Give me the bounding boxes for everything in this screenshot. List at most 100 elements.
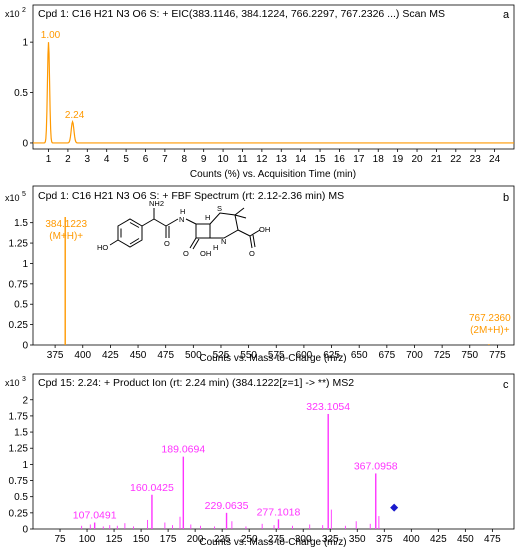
panel-a-ytick-label: 1 bbox=[22, 38, 28, 49]
panel-b-xtick-label: 450 bbox=[130, 350, 147, 361]
panel-b-ytick-label: 1.25 bbox=[9, 239, 29, 250]
panel-c-xtick-label: 475 bbox=[484, 534, 501, 545]
atom-n-ring: N bbox=[221, 237, 226, 246]
panel-a-peak-label: 1.00 bbox=[41, 30, 61, 41]
panel-b-xtick-label: 625 bbox=[323, 350, 340, 361]
panel-c-letter: c bbox=[503, 379, 509, 391]
panel-b-ytick-label: 0.75 bbox=[9, 279, 29, 290]
panel-b-ytick-label: 1.5 bbox=[14, 218, 28, 229]
panel-c-exponent-base: x10 bbox=[5, 378, 20, 388]
panel-a-frame bbox=[32, 4, 515, 150]
chemical-structure bbox=[109, 207, 261, 250]
panel-c-xtick-label: 250 bbox=[241, 534, 258, 545]
atom-o-acid: O bbox=[249, 249, 255, 258]
panel-a-xtick-label: 22 bbox=[450, 154, 462, 165]
atom-o-amide: O bbox=[164, 239, 170, 248]
atom-o-lactam: O bbox=[183, 249, 189, 258]
panel-b-frame bbox=[32, 185, 515, 346]
panel-c-ytick-label: 1.25 bbox=[9, 444, 29, 455]
panel-c-peak-label: 323.1054 bbox=[306, 401, 350, 413]
panel-c-peak-label: 107.0491 bbox=[73, 510, 117, 522]
panel-a-xtick-label: 20 bbox=[411, 154, 423, 165]
panel-b-xlabel: Counts vs. Mass-to-Charge (m/z) bbox=[199, 353, 346, 364]
panel-a-xlabel: Counts (%) vs. Acquisition Time (min) bbox=[190, 169, 356, 180]
panel-b-letter: b bbox=[503, 192, 509, 204]
panel-a-xtick-label: 15 bbox=[314, 154, 326, 165]
panel-a-ytick-label: 0.5 bbox=[14, 88, 28, 99]
panel-c-xtick-label: 100 bbox=[79, 534, 96, 545]
panel-b-ytick-label: 0.25 bbox=[9, 320, 29, 331]
panel-c-xtick-label: 275 bbox=[268, 534, 285, 545]
atom-h-ring-2: H bbox=[213, 243, 218, 252]
panel-a-xtick-label: 3 bbox=[85, 154, 91, 165]
panel-c-ytick-label: 0.75 bbox=[9, 476, 29, 487]
atom-h-amide: H bbox=[180, 207, 185, 216]
panel-b-xtick-label: 475 bbox=[157, 350, 174, 361]
panel-c-peak-label: 367.0958 bbox=[354, 460, 398, 472]
panel-a-xtick-label: 21 bbox=[431, 154, 443, 165]
panel-c-ytick-label: 0.5 bbox=[14, 492, 28, 503]
panel-a-xtick-label: 11 bbox=[237, 154, 248, 165]
panel-a-xtick-label: 8 bbox=[182, 154, 188, 165]
panel-c-ytick-label: 0 bbox=[22, 525, 28, 536]
panel-b-exponent-power: 5 bbox=[22, 191, 26, 198]
panel-a-ytick-label: 0 bbox=[22, 138, 28, 149]
panel-a-xtick-label: 19 bbox=[392, 154, 404, 165]
panel-c-xtick-label: 400 bbox=[403, 534, 420, 545]
panel-a-xtick-label: 24 bbox=[489, 154, 501, 165]
panel-a-xtick-label: 7 bbox=[162, 154, 168, 165]
chemical-structure-atoms: NH2 O H N S HO O OH N O OH H H bbox=[97, 199, 270, 258]
atom-oh-acid: OH bbox=[259, 225, 270, 234]
panel-a-xtick-label: 12 bbox=[256, 154, 268, 165]
panel-b-peak-label: 767.2360 bbox=[469, 313, 511, 324]
panel-b-xtick-label: 600 bbox=[296, 350, 313, 361]
panel-c-xlabel: Counts vs. Mass-to-Charge (m/z) bbox=[199, 537, 346, 548]
panel-c-xtick-label: 200 bbox=[187, 534, 204, 545]
panel-c-peak-label: 189.0694 bbox=[161, 444, 205, 456]
panel-c-xtick-label: 75 bbox=[54, 534, 66, 545]
panel-c-peak-label: 277.1018 bbox=[257, 506, 301, 518]
panel-b-xtick-label: 775 bbox=[489, 350, 506, 361]
panel-c-xtick-label: 175 bbox=[160, 534, 177, 545]
panel-c-xtick-label: 350 bbox=[349, 534, 366, 545]
panel-a-peak-label: 2.24 bbox=[65, 110, 85, 121]
panel-b-xtick-label: 750 bbox=[461, 350, 478, 361]
panel-c-xtick-label: 150 bbox=[133, 534, 150, 545]
panel-b-xtick-label: 525 bbox=[213, 350, 230, 361]
panel-c-ytick-label: 2 bbox=[22, 395, 28, 406]
panel-a-xtick-label: 18 bbox=[373, 154, 385, 165]
atom-s: S bbox=[217, 204, 222, 213]
panel-a-xtick-label: 10 bbox=[218, 154, 230, 165]
panel-b-xtick-label: 425 bbox=[102, 350, 119, 361]
panel-b-xtick-label: 375 bbox=[47, 350, 64, 361]
panel-b-peak-annotation: (M+H)+ bbox=[49, 231, 83, 242]
panel-b-xtick-label: 725 bbox=[434, 350, 451, 361]
panel-a-xtick-label: 23 bbox=[470, 154, 482, 165]
panel-a-xtick-label: 6 bbox=[143, 154, 149, 165]
panel-c-ytick-label: 1.5 bbox=[14, 428, 28, 439]
panel-a-xtick-label: 17 bbox=[353, 154, 365, 165]
panel-c-exponent-power: 3 bbox=[22, 376, 26, 383]
panel-b-ytick-label: 0 bbox=[22, 341, 28, 352]
panel-c-peak-label: 160.0425 bbox=[130, 482, 174, 494]
panel-c-xtick-label: 325 bbox=[322, 534, 339, 545]
panel-b-xtick-label: 650 bbox=[351, 350, 368, 361]
panel-a-xtick-label: 13 bbox=[276, 154, 288, 165]
panel-c-peak-label: 229.0635 bbox=[205, 500, 249, 512]
panel-c-ytick-label: 1 bbox=[22, 460, 28, 471]
panel-a-xtick-label: 16 bbox=[334, 154, 346, 165]
panel-a-xtick-label: 2 bbox=[65, 154, 71, 165]
panel-b-xtick-label: 675 bbox=[378, 350, 395, 361]
panel-b-xtick-label: 700 bbox=[406, 350, 423, 361]
panel-a-title: Cpd 1: C16 H21 N3 O6 S: + EIC(383.1146, … bbox=[38, 8, 445, 20]
panel-a-xtick-label: 5 bbox=[123, 154, 129, 165]
panel-a-trace bbox=[33, 42, 514, 144]
panel-c-ytick-label: 0.25 bbox=[9, 508, 29, 519]
panel-b-exponent-base: x10 bbox=[5, 193, 20, 203]
panel-c-xtick-label: 125 bbox=[106, 534, 123, 545]
panel-c-xtick-label: 425 bbox=[430, 534, 447, 545]
panel-a-plot: 00.511 2 3 4 5 6 7 8 9 10 11 12 13 14 15 16 17 18 19 20 21 22… bbox=[14, 30, 514, 165]
atom-n-amide: N bbox=[179, 215, 184, 224]
